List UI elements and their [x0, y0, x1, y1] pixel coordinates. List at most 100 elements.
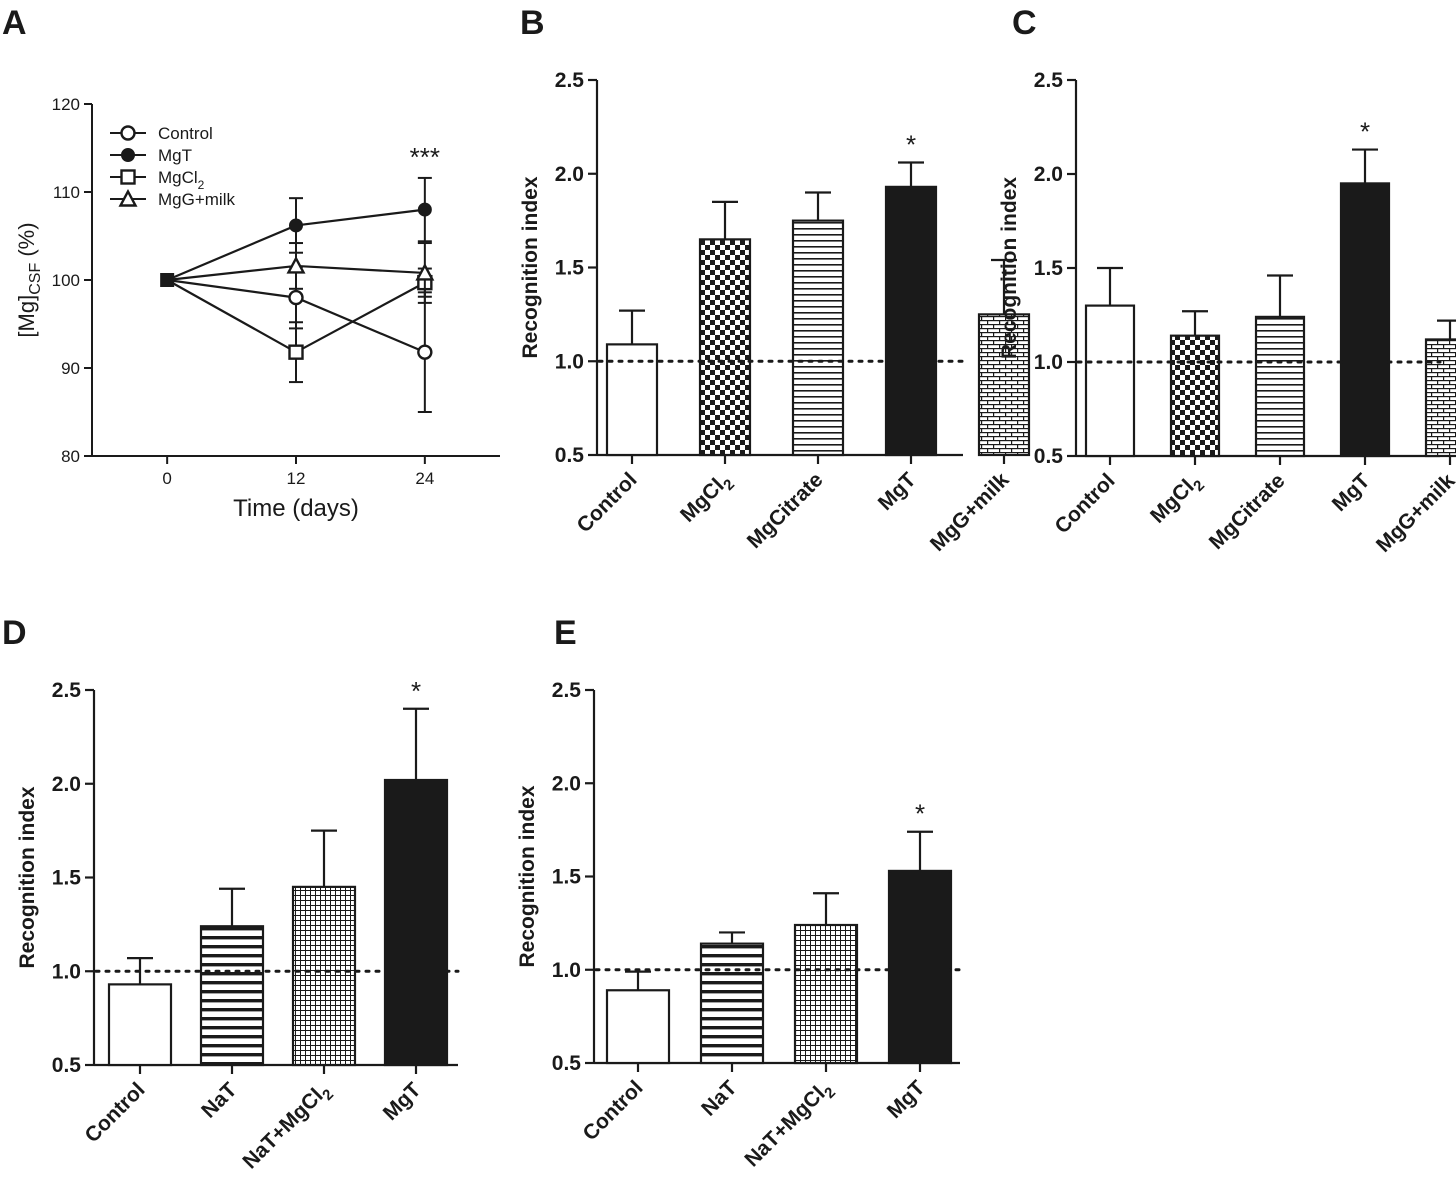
panel-letter-e: E — [554, 614, 577, 652]
a-data-point — [417, 202, 432, 217]
a-legend-label: MgT — [158, 146, 192, 165]
a-x-tick-label: 24 — [415, 469, 434, 488]
a-data-point — [417, 344, 433, 360]
c-bar-3 — [1339, 182, 1391, 458]
a-legend-marker — [120, 125, 136, 141]
c-bar-0 — [1084, 304, 1136, 458]
d-category-label: MgT — [379, 1078, 426, 1125]
b-category-label: MgG+milk — [926, 468, 1014, 556]
a-legend-label: Control — [158, 124, 213, 143]
b-y-tick-label: 0.5 — [555, 444, 585, 467]
d-y-tick-label: 0.5 — [52, 1054, 82, 1077]
e-y-tick-label: 1.5 — [552, 866, 582, 889]
d-category-label: NaT — [197, 1078, 241, 1122]
a-y-axis-title: [Mg]CSF (%) — [14, 222, 44, 337]
b-y-tick-label: 2.5 — [555, 69, 585, 92]
c-y-axis-title: Recognition index — [998, 177, 1021, 359]
e-bar-1 — [699, 942, 765, 1065]
b-category-label: Control — [572, 468, 641, 537]
a-y-tick-label: 100 — [52, 271, 80, 290]
a-legend-label: MgCl2 — [158, 168, 205, 192]
c-bar-2 — [1254, 315, 1306, 458]
b-category-label: MgCitrate — [743, 468, 828, 553]
c-y-tick-label: 2.0 — [1034, 163, 1063, 186]
d-category-label: Control — [80, 1078, 149, 1147]
d-y-tick-label: 1.5 — [52, 867, 82, 890]
e-category-label: NaT+MgCl2 — [740, 1076, 839, 1175]
a-data-point — [288, 289, 304, 306]
d-bar-2 — [291, 885, 357, 1067]
b-bar-2 — [791, 219, 845, 457]
c-significance-marker: * — [1360, 117, 1370, 147]
e-y-tick-label: 0.5 — [552, 1052, 582, 1075]
a-significance-marker: *** — [410, 142, 440, 172]
b-y-axis-title: Recognition index — [519, 176, 542, 358]
d-significance-marker: * — [411, 676, 421, 706]
a-data-point — [288, 344, 304, 360]
b-y-tick-label: 1.0 — [555, 350, 584, 373]
a-data-point — [415, 262, 435, 281]
panel-letter-b: B — [520, 4, 545, 42]
panel-letter-a: A — [2, 4, 27, 42]
d-y-tick-label: 2.5 — [52, 679, 82, 702]
a-legend-label: MgG+milk — [158, 190, 235, 209]
panel-c-bar-chart: 0.5 1.0 1.5 2.0 2.5 Recognition index Control M… — [998, 69, 1456, 557]
c-y-tick-label: 2.5 — [1034, 69, 1064, 92]
a-series-mgt — [166, 176, 432, 282]
a-y-tick-label: 110 — [53, 183, 80, 202]
e-category-label: MgT — [883, 1076, 930, 1123]
a-data-point — [286, 255, 306, 274]
d-bar-3 — [383, 778, 449, 1067]
panel-letter-c: C — [1012, 4, 1037, 42]
d-bar-1 — [199, 925, 265, 1067]
panel-d-bar-chart: 0.5 1.0 1.5 2.0 2.5 Recognition index Control N… — [16, 676, 460, 1177]
c-bar-1 — [1169, 334, 1221, 458]
a-series-mgg-milk — [160, 242, 435, 304]
a-data-point-origin — [160, 273, 175, 287]
e-significance-marker: * — [915, 799, 925, 829]
b-significance-marker: * — [906, 130, 916, 160]
a-x-tick-label: 12 — [287, 469, 306, 488]
a-y-tick-label: 90 — [61, 359, 80, 378]
c-category-label: Control — [1050, 469, 1119, 538]
a-y-tick-label: 80 — [61, 447, 80, 466]
d-y-tick-label: 2.0 — [52, 773, 81, 796]
panel-letter-d: D — [2, 614, 27, 652]
b-bar-3 — [884, 185, 938, 457]
a-x-axis-title: Time (days) — [233, 495, 359, 522]
d-category-label: NaT+MgCl2 — [238, 1078, 337, 1177]
a-legend-marker — [118, 188, 138, 207]
d-bar-0 — [107, 983, 173, 1067]
a-y-tick-label: 120 — [52, 95, 80, 114]
c-y-tick-label: 0.5 — [1034, 445, 1064, 468]
b-category-label: MgCl2 — [676, 468, 738, 530]
a-legend-marker — [121, 148, 135, 162]
panel-b-bar-chart: 0.5 1.0 1.5 2.0 2.5 Recognition index Control M… — [519, 69, 1031, 556]
a-data-point — [289, 218, 303, 233]
c-y-tick-label: 1.0 — [1034, 351, 1063, 374]
d-y-axis-title: Recognition index — [16, 786, 39, 968]
e-category-label: Control — [578, 1076, 647, 1145]
e-y-axis-title: Recognition index — [516, 785, 539, 967]
a-legend-marker — [120, 169, 136, 185]
b-bar-1 — [698, 238, 752, 457]
b-y-tick-label: 2.0 — [555, 163, 584, 186]
a-x-tick-label: 0 — [162, 469, 171, 488]
c-bar-4 — [1424, 338, 1456, 458]
b-bar-0 — [605, 343, 659, 457]
d-y-tick-label: 1.0 — [52, 960, 81, 983]
e-bar-0 — [605, 989, 671, 1065]
e-y-tick-label: 2.5 — [552, 679, 582, 702]
b-y-tick-label: 1.5 — [555, 257, 585, 280]
b-category-label: MgT — [874, 468, 921, 515]
e-bar-2 — [793, 923, 859, 1065]
e-category-label: NaT — [697, 1076, 741, 1120]
c-y-tick-label: 1.5 — [1034, 257, 1064, 280]
panel-e-bar-chart: 0.5 1.0 1.5 2.0 2.5 Recognition index Control N… — [516, 679, 962, 1175]
panel-a-line-chart: 80 90 100 110 120 0 12 24 Time (days) [Mg]CSF (%)… — [14, 95, 500, 522]
e-y-tick-label: 2.0 — [552, 772, 581, 795]
e-bar-3 — [887, 869, 953, 1065]
c-category-label: MgCitrate — [1205, 469, 1290, 554]
